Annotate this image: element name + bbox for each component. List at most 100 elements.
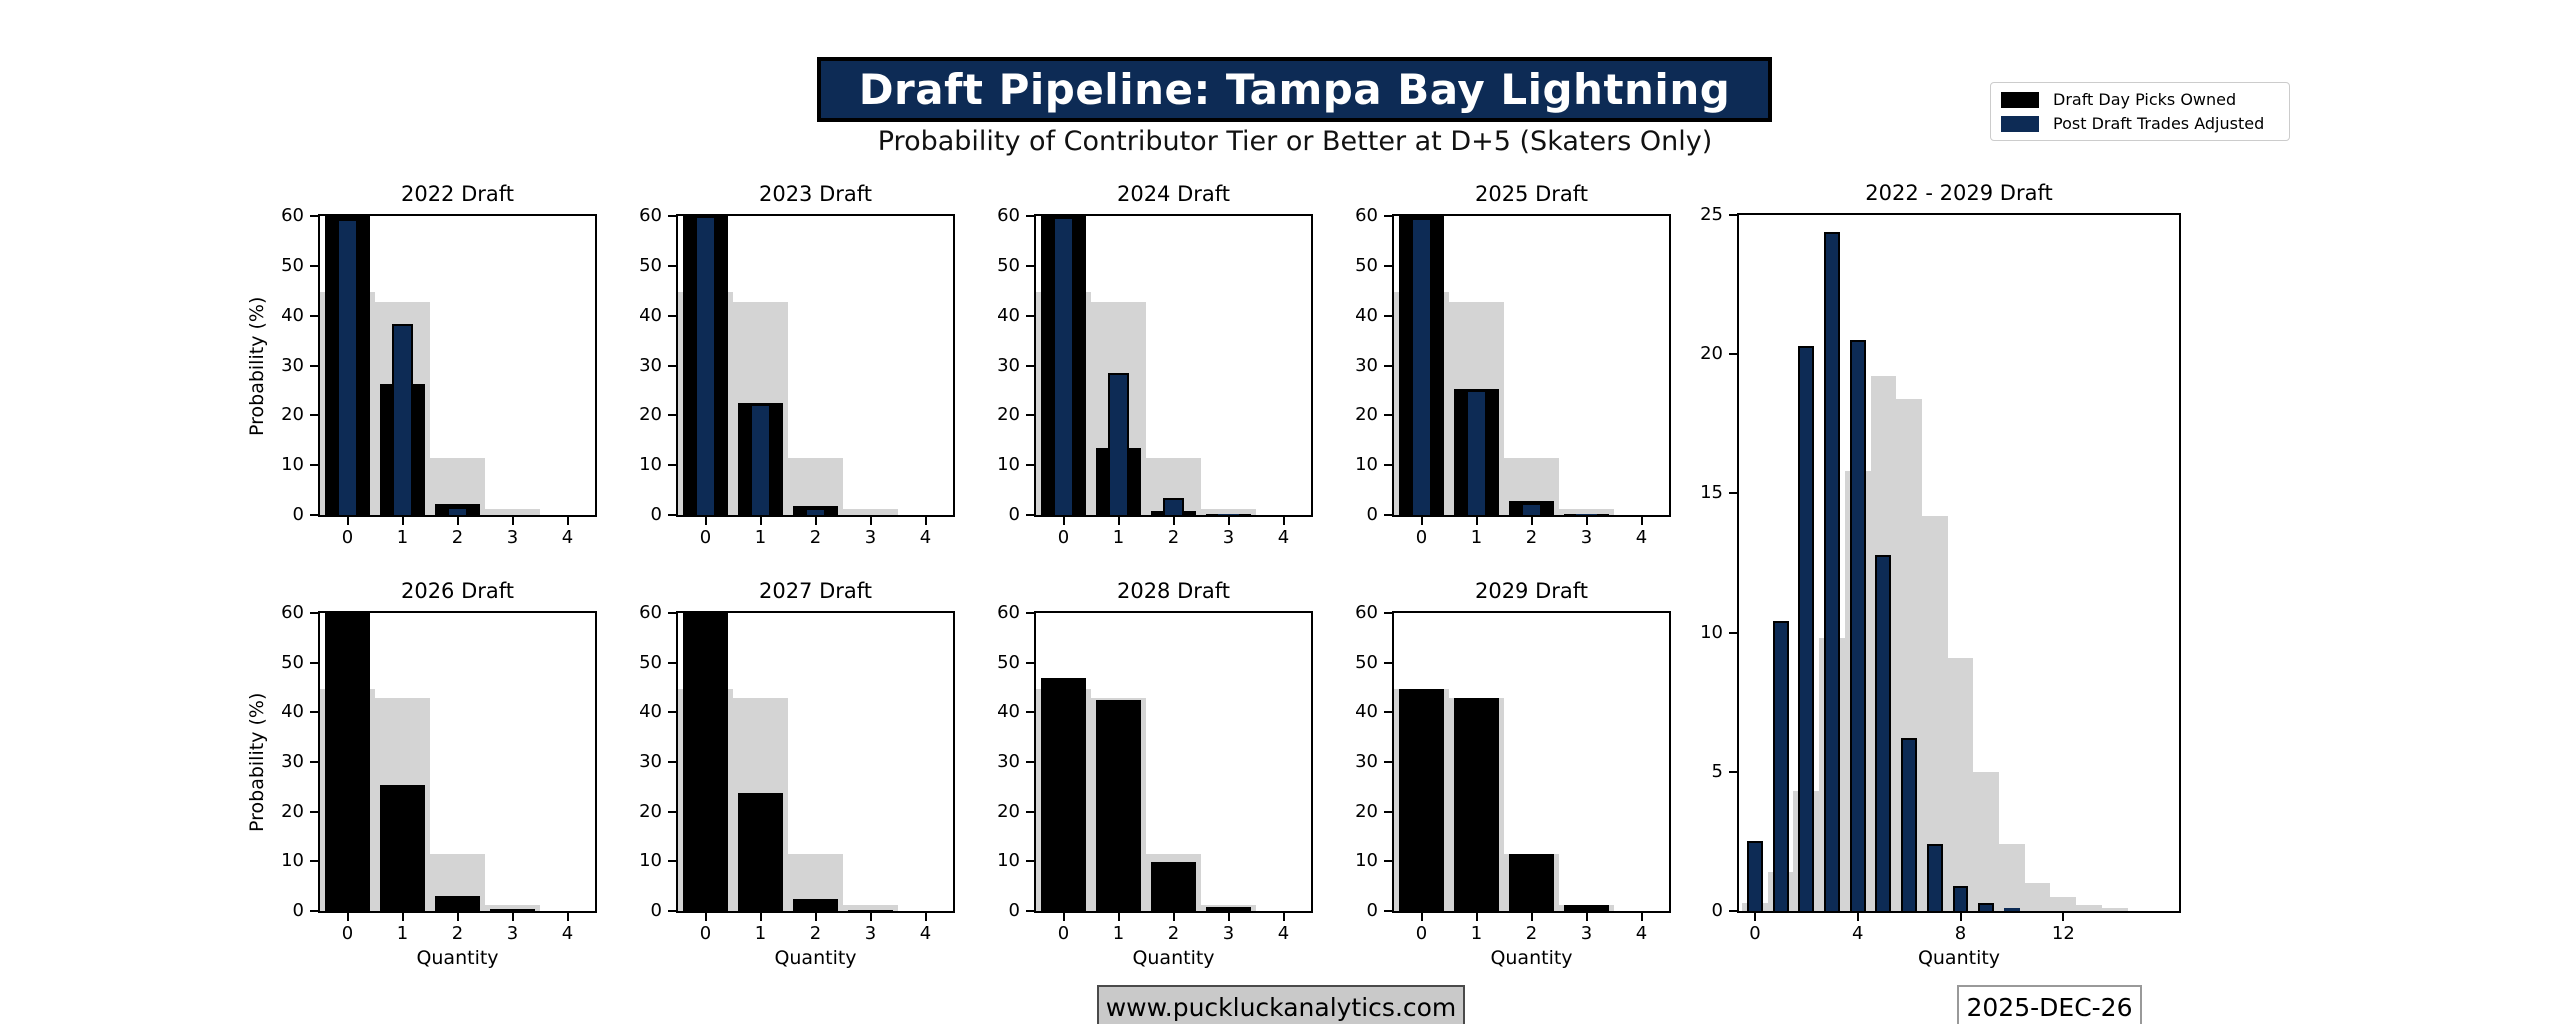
x-tick-label: 3: [864, 527, 877, 548]
y-tick: [668, 711, 677, 714]
y-tick: [668, 761, 677, 763]
y-tick-label: 0: [1008, 504, 1020, 525]
y-tick-label: 0: [1008, 900, 1020, 921]
y-tick: [1384, 860, 1393, 863]
y-tick: [1026, 215, 1035, 217]
bar-adjusted-x2: [447, 506, 468, 515]
y-tick-label: 30: [1355, 751, 1378, 772]
y-tick: [1026, 314, 1035, 317]
y-tick: [668, 612, 677, 614]
y-tick: [1026, 761, 1035, 763]
figure-title: Draft Pipeline: Tampa Bay Lightning: [858, 65, 1731, 114]
x-tick-label: 4: [1635, 527, 1648, 548]
bar-adjusted-x7: [1926, 844, 1943, 911]
bar-background-x11: [2024, 883, 2051, 911]
y-tick: [668, 661, 677, 664]
y-tick-label: 60: [1355, 205, 1378, 226]
x-tick-label: 1: [754, 923, 767, 944]
y-tick: [310, 215, 319, 217]
date-badge: 2025-DEC-26: [1957, 985, 2142, 1024]
bar-background-x13: [2076, 905, 2102, 911]
y-tick-label: 10: [281, 454, 304, 476]
y-tick: [668, 860, 677, 863]
y-tick: [668, 464, 677, 467]
y-tick-label: 20: [1355, 404, 1378, 426]
bar-background-x12: [2050, 897, 2077, 911]
x-tick-label: 2: [1525, 923, 1538, 944]
y-tick: [1026, 810, 1035, 813]
bar-adjusted-x0: [1053, 217, 1074, 515]
y-tick: [1384, 661, 1393, 664]
plot-area-2026-draft: [320, 613, 595, 911]
x-tick-label: 3: [506, 527, 519, 548]
y-tick: [1384, 464, 1393, 467]
y-tick-label: 20: [1355, 800, 1378, 822]
y-tick-label: 0: [292, 900, 304, 921]
y-tick-label: 10: [281, 850, 304, 872]
chart-title-2023-draft: 2023 Draft: [758, 182, 873, 206]
y-tick: [668, 215, 677, 217]
x-tick-label: 4: [1277, 923, 1290, 944]
x-tick-label: 3: [864, 923, 877, 944]
x-tick: [346, 912, 349, 921]
x-tick-label: 1: [754, 527, 767, 548]
y-tick: [1384, 612, 1393, 614]
y-tick: [1026, 364, 1035, 367]
y-tick-label: 50: [639, 254, 662, 276]
y-tick-label: 30: [281, 751, 304, 772]
x-tick: [511, 912, 514, 921]
bar-owned-x1: [379, 785, 426, 911]
y-tick: [310, 464, 319, 467]
y-tick: [668, 364, 677, 367]
y-tick-label: 30: [1355, 354, 1378, 376]
x-tick-label: 0: [699, 527, 712, 548]
x-tick-label: 2: [1525, 527, 1538, 548]
x-tick-label: 0: [1057, 527, 1070, 548]
y-tick: [1026, 414, 1035, 417]
y-tick-label: 50: [1355, 254, 1378, 276]
x-tick: [1585, 516, 1588, 525]
y-tick-label: 40: [639, 304, 662, 326]
bar-adjusted-x3: [1824, 231, 1840, 911]
bar-adjusted-x2: [1798, 345, 1815, 911]
x-tick: [1282, 912, 1285, 921]
y-tick-label: 50: [281, 651, 304, 673]
x-tick: [1475, 912, 1478, 921]
x-tick: [1227, 912, 1230, 921]
y-tick-label: 20: [997, 404, 1020, 426]
y-tick-label: 5: [1711, 760, 1723, 782]
bar-background-x3: [843, 904, 898, 911]
y-tick-label: 60: [281, 602, 304, 623]
x-tick-label: 3: [1580, 923, 1593, 944]
y-tick-label: 30: [281, 354, 304, 376]
x-tick-label: 2: [809, 923, 822, 944]
y-tick-label: 20: [1700, 343, 1723, 365]
x-tick: [814, 912, 817, 921]
bar-adjusted-x5: [1875, 554, 1892, 911]
bar-owned-x2: [792, 898, 839, 911]
x-tick: [1282, 516, 1285, 525]
x-tick-label: 2: [451, 527, 464, 548]
x-tick: [924, 516, 927, 525]
plot-area-2022-2029-draft: [1739, 215, 2179, 911]
chart-title-2022-draft: 2022 Draft: [400, 182, 515, 206]
bar-background-x3: [1201, 508, 1256, 515]
x-tick-label: 12: [2051, 923, 2075, 944]
bar-adjusted-x9: [1978, 902, 1995, 911]
y-tick-label: 30: [639, 354, 662, 376]
y-tick-label: 0: [1711, 900, 1723, 921]
y-tick: [310, 711, 319, 714]
y-axis-label-2022-draft: Probability (%): [246, 295, 268, 436]
figure-subtitle: Probability of Contributor Tier or Bette…: [877, 126, 1713, 157]
plot-area-2027-draft: [678, 613, 953, 911]
chart-title-2024-draft: 2024 Draft: [1116, 182, 1231, 206]
y-tick-label: 50: [997, 651, 1020, 673]
bar-owned-x2: [434, 895, 481, 911]
x-tick: [759, 912, 762, 921]
y-tick: [310, 514, 319, 516]
y-tick-label: 15: [1700, 482, 1723, 504]
plot-area-2029-draft: [1394, 613, 1669, 911]
y-tick-label: 20: [281, 404, 304, 426]
bar-adjusted-x1: [1466, 390, 1487, 515]
